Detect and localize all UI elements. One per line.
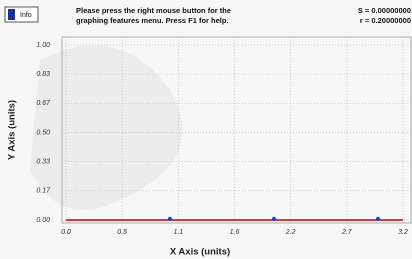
y-axis-label: Y Axis (units): [7, 100, 18, 160]
data-point: [168, 217, 172, 221]
app-window: Info Please press the right mouse button…: [0, 0, 412, 259]
y-tick-label: 0.83: [36, 71, 50, 78]
x-tick-label: 3.2: [398, 229, 408, 236]
x-tick-label: 1.1: [173, 229, 183, 236]
data-point: [272, 217, 276, 221]
x-tick-label: 1.6: [230, 229, 240, 236]
stat: S = 0.00000000: [358, 6, 411, 15]
y-tick-label: 1.00: [36, 42, 50, 49]
help-message: graphing features menu. Press F1 for hel…: [76, 16, 229, 25]
data-point: [376, 217, 380, 221]
x-tick-label: 2.2: [285, 229, 296, 236]
info-icon: [8, 9, 15, 20]
x-tick-label: 2.7: [341, 229, 353, 236]
x-tick-label: 0.0: [61, 229, 71, 236]
y-tick-label: 0.67: [36, 100, 51, 107]
info-button-label[interactable]: Info: [20, 12, 32, 19]
info-button[interactable]: Info: [5, 7, 38, 22]
x-tick-label: 0.5: [117, 229, 127, 236]
y-tick-label: 0.50: [36, 129, 50, 136]
y-tick-label: 0.17: [36, 188, 51, 195]
help-message: Please press the right mouse button for …: [76, 6, 231, 15]
stat: r = 0.20000000: [360, 16, 411, 25]
y-tick-label: 0.00: [36, 217, 50, 224]
x-axis-label: X Axis (units): [170, 247, 230, 258]
y-tick-label: 0.33: [36, 159, 50, 166]
